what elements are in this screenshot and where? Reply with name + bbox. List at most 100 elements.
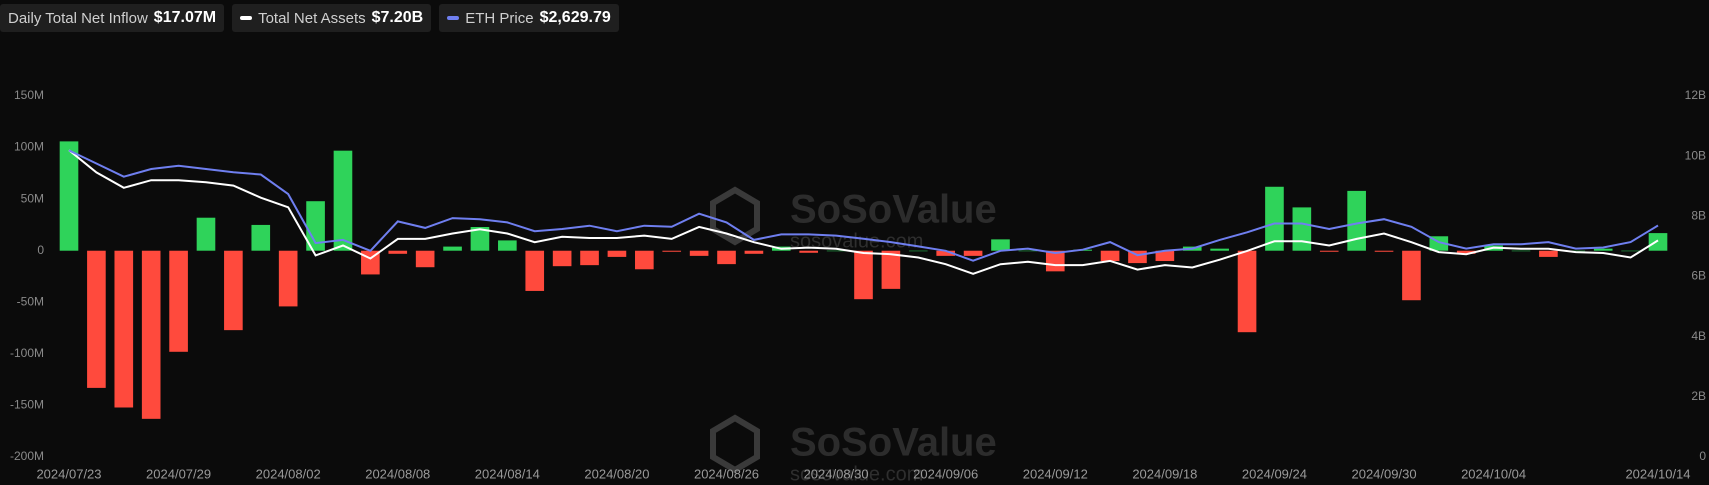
y-tick-label: -200M [10,449,44,463]
y-tick-label: 0 [37,243,44,257]
bar [525,250,545,291]
bar [1018,250,1038,252]
bar [1045,250,1065,272]
y-tick-label: 100M [14,140,44,154]
x-tick-label: 2024/07/23 [36,466,101,481]
legend-label: ETH Price [465,9,534,27]
bar [443,246,462,251]
bar [1374,250,1394,252]
legend-marker [447,16,460,20]
bar [799,250,819,253]
bar [498,240,517,251]
bar [1456,250,1476,254]
legend-label: Daily Total Net Inflow [8,9,148,27]
bar [306,201,325,251]
x-tick-label: 2024/08/20 [584,466,649,481]
watermark-icon [710,186,760,246]
bar [59,141,79,251]
bar [1621,250,1640,252]
y-tick-label: -150M [10,398,44,412]
x-tick-label: 2024/09/12 [1023,466,1088,481]
bar [1511,250,1531,252]
bar [991,239,1010,251]
bar [717,250,736,265]
y-tick-label: 50M [21,191,44,205]
legend-value: $17.07M [153,9,217,26]
bar [881,250,901,289]
bar [1593,248,1613,251]
bar [141,250,161,419]
x-tick-label: 2024/08/02 [256,466,321,481]
x-tick-label: 2024/10/14 [1625,466,1690,481]
watermark: SoSoValue [790,421,997,465]
bar [826,250,846,252]
bar [1100,250,1120,262]
legend-item[interactable]: Daily Total Net Inflow $17.07M [0,4,225,32]
bar [1155,250,1175,262]
bar [1265,186,1284,251]
bar [470,226,490,251]
y-tick-label: -50M [17,294,44,308]
bar [169,250,188,352]
bar [1402,250,1421,301]
x-tick-label: 2024/08/08 [365,466,430,481]
bar [552,250,572,267]
y-tick-label: -100M [10,346,44,360]
legend-label: Total Net Assets [258,9,366,27]
y2-tick-label: 4B [1691,329,1706,343]
bar [1237,250,1257,333]
bar [224,250,243,331]
bar [580,250,599,266]
bar [415,250,435,268]
bar [854,250,873,300]
legend-value: $2,629.79 [539,9,611,26]
y2-tick-label: 10B [1685,148,1706,162]
line [68,149,1659,262]
bar [635,250,654,270]
bar [1539,250,1558,257]
watermark: SoSoValue [790,188,997,232]
bar [388,250,408,254]
bar [1319,250,1339,252]
line [68,149,1659,275]
watermark-icon [710,414,760,474]
legend: Daily Total Net Inflow $17.07M Total Net A… [0,4,619,32]
bar [689,250,709,256]
y2-tick-label: 12B [1685,88,1706,102]
bar [1648,233,1668,251]
bar [333,150,353,251]
x-tick-label: 2024/08/30 [804,466,869,481]
y2-tick-label: 6B [1691,269,1706,283]
bar [936,250,956,256]
watermark-url: sosovalue.com [790,463,923,485]
x-tick-label: 2024/09/24 [1242,466,1307,481]
x-tick-label: 2024/07/29 [146,466,211,481]
x-tick-label: 2024/10/04 [1461,466,1526,481]
legend-item[interactable]: ETH Price $2,629.79 [439,4,619,32]
bar [662,250,682,252]
bar [87,250,106,388]
y2-tick-label: 0 [1699,449,1706,463]
x-tick-label: 2024/08/14 [475,466,540,481]
legend-item[interactable]: Total Net Assets $7.20B [232,4,432,32]
bar [744,250,764,254]
y2-tick-label: 2B [1691,389,1706,403]
x-tick-label: 2024/09/18 [1132,466,1197,481]
bar [607,250,627,257]
watermark-bottom: SoSoValue sosovalue.com [710,414,997,485]
x-tick-label: 2024/09/30 [1351,466,1416,481]
y-tick-label: 150M [14,88,44,102]
bar [908,250,928,252]
x-tick-label: 2024/08/26 [694,466,759,481]
legend-marker [240,16,253,20]
bar [114,250,134,408]
bar [251,224,271,251]
y2-tick-label: 8B [1691,209,1706,223]
bar [1566,250,1586,252]
bar [1292,207,1312,251]
bar [1347,190,1366,251]
bar [1210,248,1229,251]
x-tick-label: 2024/09/06 [913,466,978,481]
